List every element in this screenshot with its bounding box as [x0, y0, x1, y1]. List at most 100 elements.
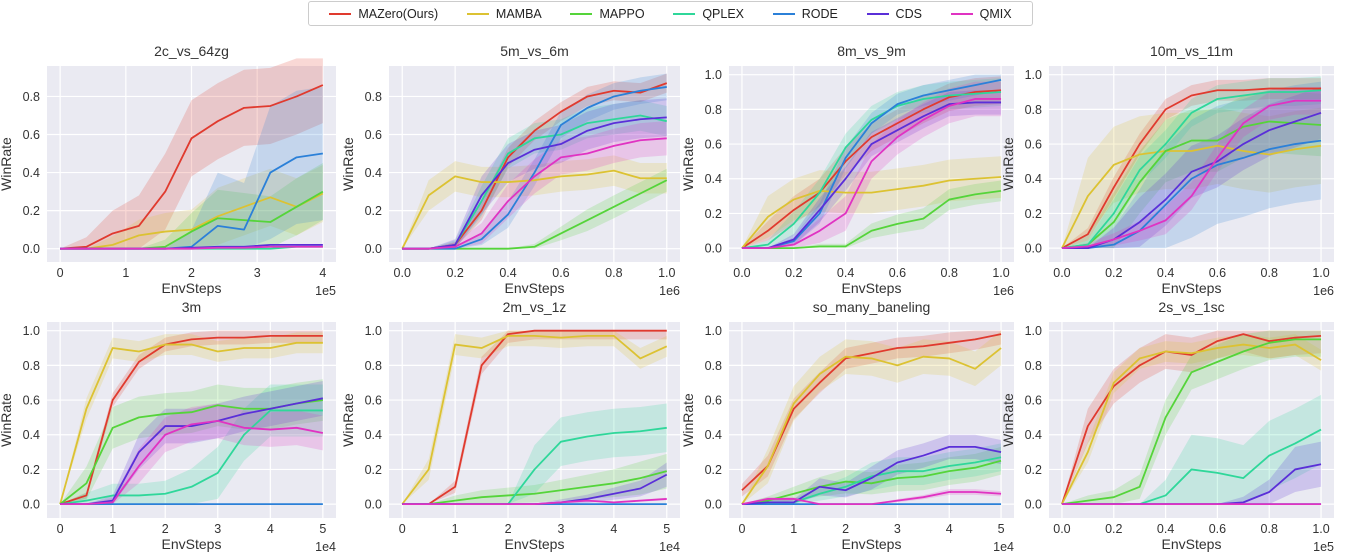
plot-background — [729, 66, 1014, 262]
subplot-title: 2m_vs_1z — [503, 299, 567, 315]
y-tick-label: 0.2 — [1025, 207, 1042, 221]
subplot-3m: 0 1 2 3 4 5 0.0 0.2 0.4 0.6 0.8 1.0 3m EnvSteps 1e4 Win… — [0, 299, 336, 554]
confidence-band-QMIX — [741, 81, 1002, 249]
subplot-5m_vs_6m: 0.0 0.2 0.4 0.6 0.8 1.0 0.0 0.2 0.4 0.6 0.8 5m_vs_6… — [340, 43, 680, 298]
x-tick-label: 0.4 — [1157, 522, 1174, 536]
x-tick-label: 1.0 — [1312, 266, 1329, 280]
confidence-band-MAMBA — [60, 164, 323, 249]
y-tick-label: 0.4 — [23, 166, 40, 180]
confidence-band-MAZero(Ours) — [741, 76, 1002, 249]
series-line-MAPPO — [1061, 338, 1322, 506]
legend-swatch — [466, 12, 489, 15]
series-line-MAMBA — [401, 169, 667, 250]
y-axis-label: WinRate — [1000, 137, 1016, 191]
x-tick-label: 4 — [610, 522, 617, 536]
series-line-MAZero(Ours) — [1061, 333, 1322, 505]
confidence-band-CDS — [1061, 86, 1322, 249]
series-line-QMIX — [1061, 99, 1322, 250]
series-line-CDS — [402, 116, 667, 250]
subplot-2s_vs_1sc: 0.0 0.2 0.4 0.6 0.8 1.0 0.0 0.2 0.4 0.6 0.8 1.0 2s_v… — [1000, 299, 1334, 554]
x-tick-label: 0.0 — [733, 266, 750, 280]
x-tick-label: 1.0 — [992, 266, 1009, 280]
x-tick-label: 0 — [57, 266, 64, 280]
y-axis-label: WinRate — [340, 393, 356, 447]
x-tick-label: 0.6 — [889, 266, 906, 280]
subplot-2m_vs_1z: 0 1 2 3 4 5 0.0 0.2 0.4 0.6 0.8 1.0 2m_vs_1z EnvSteps… — [340, 299, 680, 554]
y-tick-label: 0.0 — [1025, 498, 1042, 512]
x-tick-label: 0 — [738, 522, 745, 536]
y-tick-label: 0.4 — [365, 166, 382, 180]
y-tick-label: 0.6 — [365, 394, 382, 408]
y-tick-label: 0.2 — [705, 463, 722, 477]
y-tick-label: 0.0 — [705, 242, 722, 256]
confidence-band-MAPPO — [402, 168, 667, 249]
x-tick-label: 0.2 — [785, 266, 802, 280]
x-offset-text: 1e5 — [1313, 540, 1334, 554]
series-line-RODE — [402, 86, 667, 250]
x-tick-label: 0.4 — [499, 266, 516, 280]
x-tick-label: 0 — [399, 522, 406, 536]
series-line-MAPPO — [741, 459, 1002, 506]
x-tick-label: 0 — [57, 522, 64, 536]
confidence-band-MAZero(Ours) — [741, 330, 1002, 497]
series-line-RODE — [741, 78, 1002, 250]
series-line-QPLEX — [741, 91, 1002, 250]
series-line-QMIX — [741, 98, 1002, 250]
plot-background — [1049, 66, 1334, 262]
x-offset-text: 1e6 — [993, 284, 1014, 298]
x-tick-label: 3 — [214, 522, 221, 536]
x-offset-text: 1e6 — [659, 284, 680, 298]
x-tick-label: 5 — [663, 522, 670, 536]
legend-item: QPLEX — [673, 7, 744, 21]
y-tick-label: 0.2 — [365, 204, 382, 218]
x-axis-label: EnvSteps — [842, 280, 902, 296]
x-tick-label: 1 — [109, 522, 116, 536]
confidence-band-RODE — [402, 73, 667, 249]
series-line-MAZero(Ours) — [741, 333, 1002, 491]
series-line-RODE — [1061, 139, 1322, 250]
y-tick-label: 0.8 — [1025, 103, 1042, 117]
subplot-10m_vs_11m: 0.0 0.2 0.4 0.6 0.8 1.0 0.0 0.2 0.4 0.6 0.8 1.0 10m_… — [1000, 43, 1334, 298]
confidence-band-MAPPO — [1061, 330, 1322, 505]
x-tick-label: 0.8 — [605, 266, 622, 280]
legend-label: MAPPO — [599, 6, 645, 21]
subplot-title: 8m_vs_9m — [837, 43, 905, 59]
series-line-MAZero(Ours) — [59, 334, 323, 505]
series-line-MAZero(Ours) — [402, 329, 667, 506]
x-tick-label: 0.2 — [1105, 522, 1122, 536]
y-axis-label: WinRate — [0, 137, 14, 191]
x-tick-label: 0.4 — [1157, 266, 1174, 280]
subplot-title: 3m — [182, 299, 201, 315]
confidence-band-QMIX — [1061, 86, 1322, 249]
y-tick-label: 0.0 — [365, 242, 382, 256]
legend-swatch — [772, 12, 795, 15]
y-tick-label: 0.2 — [365, 463, 382, 477]
series-line-MAMBA — [741, 176, 1002, 249]
y-tick-label: 1.0 — [705, 324, 722, 338]
series-line-MAZero(Ours) — [1061, 87, 1322, 249]
confidence-band-MAZero(Ours) — [1061, 330, 1322, 505]
x-tick-label: 1.0 — [1312, 522, 1329, 536]
legend-swatch — [570, 12, 593, 15]
subplot-title: 10m_vs_11m — [1150, 43, 1233, 59]
y-tick-label: 0.0 — [365, 498, 382, 512]
legend-label: MAMBA — [495, 6, 542, 21]
y-tick-label: 0.4 — [23, 428, 40, 442]
series-line-MAMBA — [401, 334, 668, 505]
legend-swatch — [866, 12, 889, 15]
x-tick-label: 1 — [122, 266, 129, 280]
y-tick-label: 0.2 — [23, 463, 40, 477]
series-line-MAPPO — [1061, 120, 1322, 250]
subplot-title: 2s_vs_1sc — [1158, 299, 1224, 315]
series-line-MAMBA — [59, 341, 323, 505]
confidence-band-MAZero(Ours) — [60, 58, 323, 249]
series-line-QMIX — [741, 491, 1002, 506]
x-tick-label: 4 — [946, 522, 953, 536]
x-tick-label: 3 — [254, 266, 261, 280]
series-line-QMIX — [60, 245, 323, 250]
legend-label: MAZero(Ours) — [358, 6, 439, 21]
confidence-band-CDS — [741, 90, 1002, 249]
y-tick-label: 0.6 — [705, 394, 722, 408]
series-line-QMIX — [402, 498, 667, 506]
